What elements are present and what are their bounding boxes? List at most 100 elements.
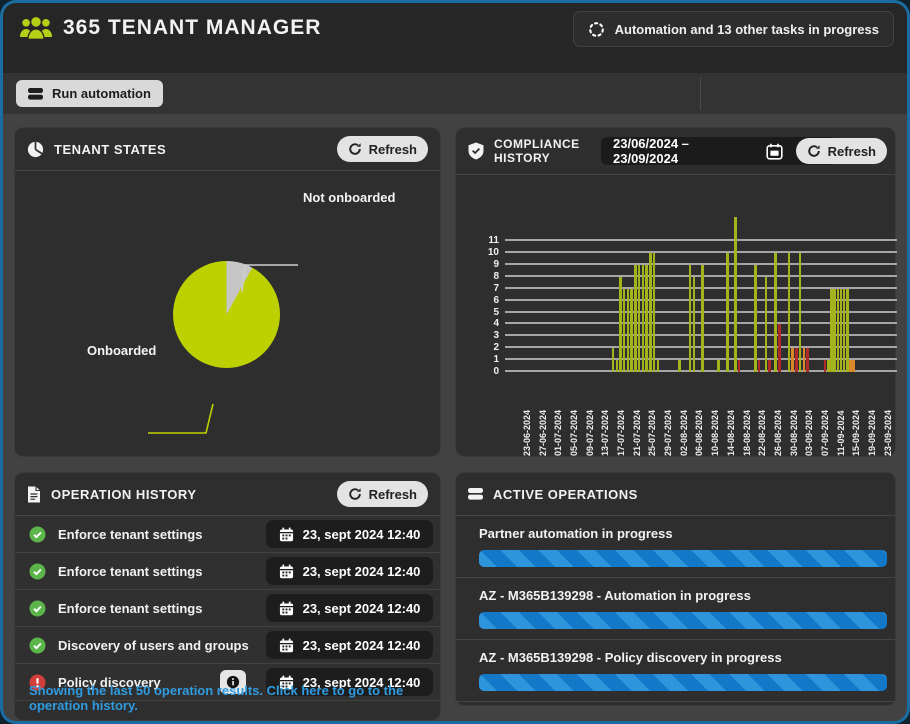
tasks-in-progress-button[interactable]: Automation and 13 other tasks in progres…: [572, 11, 894, 47]
x-axis-tick-label: 23-06-2024: [522, 409, 532, 456]
operation-history-refresh-button[interactable]: Refresh: [336, 481, 428, 507]
operation-row: Policy discovery 23, sept 2024 12:40: [15, 664, 440, 701]
refresh-icon: [348, 142, 362, 156]
bar: [641, 264, 645, 372]
operation-label: Enforce tenant settings: [58, 526, 203, 542]
bar: [846, 288, 849, 372]
x-axis-tick-label: 13-07-2024: [600, 409, 611, 456]
refresh-icon: [348, 487, 362, 501]
bar: [611, 348, 615, 372]
bar: [806, 348, 809, 372]
progress-bar: [479, 550, 887, 567]
y-axis-tick-label: 5: [493, 306, 499, 318]
bar: [678, 360, 681, 372]
tenant-states-header: TENANT STATES Refresh: [15, 128, 440, 171]
y-axis-tick-label: 4: [493, 318, 499, 330]
calendar-icon: [279, 638, 294, 653]
app-title: 365 TENANT MANAGER: [63, 16, 322, 39]
bar: [630, 288, 633, 372]
y-axis-tick-label: 0: [493, 366, 499, 377]
operation-date: 23, sept 2024 12:40: [266, 631, 433, 659]
bar: [802, 348, 806, 372]
info-button[interactable]: [220, 670, 246, 694]
y-axis-tick-label: 6: [493, 294, 499, 306]
gridline: [505, 239, 897, 242]
bar: [692, 276, 696, 372]
operation-row: Enforce tenant settings 23, sept 2024 12:…: [15, 516, 440, 553]
x-axis-tick-label: 21-07-2024: [631, 409, 642, 456]
gridline: [505, 251, 897, 253]
x-axis-tick-label: 10-08-2024: [710, 409, 721, 456]
compliance-bar-chart: 0 1 2 3 4 5 6 7 8 9 10 11: [488, 200, 897, 377]
y-axis-tick-label: 9: [493, 258, 499, 270]
bar: [852, 360, 855, 372]
active-operations-header: ACTIVE OPERATIONS: [456, 473, 895, 516]
bar: [734, 217, 737, 372]
active-operation-label: AZ - M365B139298 - Policy discovery in p…: [479, 650, 782, 665]
x-axis-tick-label: 27-06-2024: [537, 409, 548, 456]
tenant-states-panel: TENANT STATES Refresh Not onboarded Onbo…: [14, 127, 441, 457]
y-axis-tick-label: 1: [493, 354, 499, 366]
document-icon: [27, 486, 41, 503]
success-icon: [29, 526, 46, 543]
active-operation-label: Partner automation in progress: [479, 526, 673, 541]
x-axis-tick-label: 25-07-2024: [647, 409, 658, 456]
progress-bar: [479, 674, 887, 691]
spinner-icon: [588, 21, 605, 38]
operation-date: 23, sept 2024 12:40: [266, 520, 433, 548]
bar: [615, 360, 619, 372]
stacked-bars-icon: [28, 87, 43, 100]
bar: [688, 264, 692, 372]
compliance-history-panel: COMPLIANCE HISTORY 23/06/2024 – 23/09/20…: [455, 127, 897, 457]
calendar-icon: [279, 675, 294, 690]
toolbar-divider: [700, 77, 701, 110]
operation-label: Enforce tenant settings: [58, 563, 203, 579]
calendar-icon: [279, 601, 294, 616]
operation-history-panel: OPERATION HISTORY Refresh Enforce tenant…: [14, 472, 441, 721]
run-automation-button[interactable]: Run automation: [16, 80, 163, 107]
x-axis-tick-label: 29-07-2024: [663, 409, 674, 456]
people-group-icon: [19, 15, 53, 41]
x-axis-tick-label: 03-09-2024: [804, 409, 815, 456]
bar: [836, 288, 840, 372]
toolbar: Run automation: [3, 73, 907, 114]
x-axis-tick-label: 11-09-2024: [835, 410, 846, 456]
operation-label: Enforce tenant settings: [58, 600, 203, 616]
x-axis-tick-label: 17-07-2024: [616, 409, 627, 456]
x-axis-tick-label: 22-08-2024: [757, 409, 768, 456]
date-range-value: 23/06/2024 – 23/09/2024: [613, 136, 689, 166]
active-operation-row: Partner automation in progress: [456, 516, 895, 578]
active-operation-row: AZ - M365B139298 - Automation in progres…: [456, 578, 895, 640]
bar: [849, 360, 852, 372]
compliance-refresh-button[interactable]: Refresh: [795, 138, 887, 164]
x-axis-tick-label: 07-09-2024: [819, 409, 830, 456]
bar: [795, 348, 798, 372]
success-icon: [29, 637, 46, 654]
bar: [778, 324, 781, 372]
bar: [827, 360, 830, 372]
active-operations-title: ACTIVE OPERATIONS: [493, 486, 638, 502]
tasks-in-progress-label: Automation and 13 other tasks in progres…: [614, 21, 879, 37]
operation-date: 23, sept 2024 12:40: [266, 668, 433, 696]
x-axis-tick-label: 05-07-2024: [569, 409, 580, 456]
bar: [652, 253, 656, 372]
calendar-icon: [721, 143, 829, 160]
refresh-label: Refresh: [827, 143, 876, 159]
bar: [764, 276, 767, 372]
x-axis-tick-label: 26-08-2024: [772, 409, 783, 456]
tenant-states-refresh-button[interactable]: Refresh: [336, 136, 428, 162]
pie-label-not-onboarded: Not onboarded: [303, 190, 396, 205]
app-window: 365 TENANT MANAGER Automation and 13 oth…: [3, 3, 907, 721]
error-icon: [29, 674, 46, 691]
bar: [717, 360, 720, 372]
operation-label: Policy discovery: [58, 674, 161, 690]
bar: [833, 288, 836, 372]
active-operations-panel: ACTIVE OPERATIONS Partner automation in …: [455, 472, 896, 706]
operation-history-footer-link[interactable]: Showing the last 50 operation results. C…: [29, 683, 404, 713]
bar: [823, 360, 827, 372]
brand: 365 TENANT MANAGER: [19, 15, 321, 41]
bar: [787, 253, 791, 372]
y-axis-tick-label: 8: [493, 270, 499, 282]
x-axis-tick-label: 02-08-2024: [678, 409, 689, 456]
